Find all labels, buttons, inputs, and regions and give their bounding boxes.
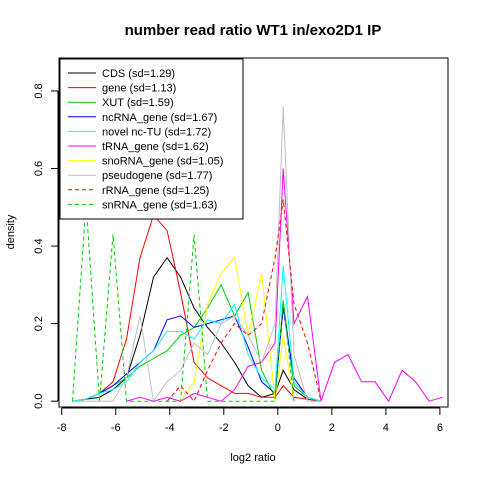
legend-box: [59, 58, 244, 220]
y-tick-label: 0.2: [33, 316, 45, 331]
x-tick-label: 6: [437, 422, 443, 434]
legend-label: tRNA_gene (sd=1.62): [102, 141, 209, 153]
legend-label: snoRNA_gene (sd=1.05): [102, 156, 223, 168]
x-tick-label: 4: [383, 422, 389, 434]
legend: CDS (sd=1.29) gene (sd=1.13) XUT (sd=1.59)…: [59, 58, 244, 220]
x-tick-label: 2: [329, 422, 335, 434]
y-tick-label: 0.8: [33, 83, 45, 98]
x-tick-label: -8: [57, 422, 67, 434]
series-line-8: [166, 199, 322, 403]
series-line-3: [72, 308, 322, 402]
legend-label: rRNA_gene (sd=1.25): [102, 185, 209, 197]
y-axis-label: density: [5, 214, 17, 249]
axes: -8 -6 -4 -2 0 2 4 6 0.0 0.2 0.4 0.6 0.8: [33, 83, 443, 434]
series-line-7: [72, 106, 321, 403]
legend-label: ncRNA_gene (sd=1.67): [102, 112, 217, 124]
x-tick-label: -2: [219, 422, 229, 434]
y-tick-label: 0.0: [33, 394, 45, 409]
series-line-4: [72, 265, 322, 402]
legend-label: XUT (sd=1.59): [102, 97, 174, 109]
plot-frame: [58, 57, 449, 408]
series-lines: [72, 106, 443, 403]
chart-title: number read ratio WT1 in/exo2D1 IP: [125, 22, 382, 39]
legend-label: CDS (sd=1.29): [102, 68, 175, 80]
y-tick-label: 0.4: [33, 238, 45, 253]
legend-label: pseudogene (sd=1.77): [102, 170, 212, 182]
series-line-9: [72, 203, 295, 402]
x-tick-label: 0: [275, 422, 281, 434]
legend-label: novel nc-TU (sd=1.72): [102, 126, 211, 138]
x-axis-label: log2 ratio: [230, 452, 275, 464]
series-line-1: [72, 214, 322, 402]
legend-label: snRNA_gene (sd=1.63): [102, 199, 217, 211]
x-tick-label: -4: [165, 422, 175, 434]
series-line-6: [180, 256, 295, 402]
x-tick-label: -6: [111, 422, 121, 434]
legend-label: gene (sd=1.13): [102, 83, 176, 95]
y-tick-label: 0.6: [33, 161, 45, 176]
